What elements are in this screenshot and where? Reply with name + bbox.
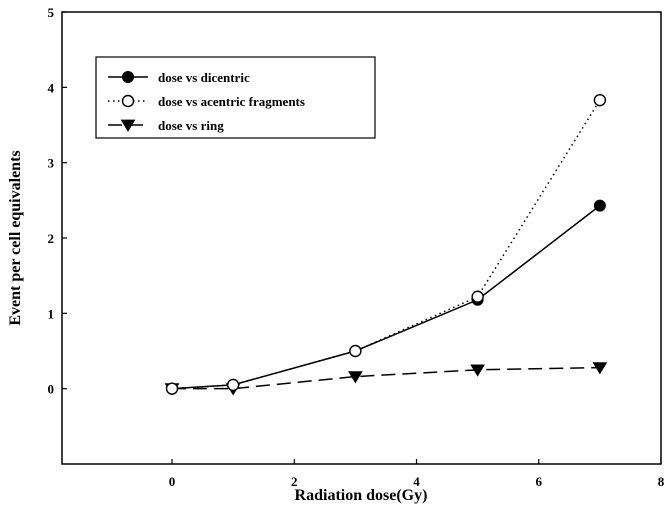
- x-axis-ticks: 0 2 4 6 8: [169, 459, 664, 489]
- y-tick-label: 5: [48, 5, 55, 20]
- data-point-series-3: [592, 362, 608, 375]
- y-tick-label: 4: [48, 80, 55, 95]
- legend-label-2: dose vs acentric fragments: [158, 94, 305, 109]
- data-point-series-1: [593, 199, 606, 212]
- legend-marker-3: [120, 119, 136, 132]
- series-line-1: [171, 205, 601, 390]
- y-tick-label: 2: [48, 231, 55, 246]
- y-tick-label: 1: [48, 306, 55, 321]
- series-layer: [164, 93, 608, 396]
- y-axis-ticks: 0 1 2 3 4 5: [48, 5, 67, 397]
- data-point-series-2: [593, 93, 607, 107]
- series-line-2: [171, 99, 601, 390]
- series-line-3: [172, 366, 600, 390]
- data-point-series-2: [349, 344, 362, 358]
- x-tick-label: 8: [658, 474, 664, 489]
- x-tick-label: 4: [413, 474, 420, 489]
- x-axis-title: Radiation dose(Gy): [295, 487, 428, 504]
- data-point-series-2: [471, 290, 484, 303]
- x-tick-label: 6: [536, 474, 543, 489]
- legend-marker-1: [122, 71, 134, 83]
- legend-label-3: dose vs ring: [158, 118, 224, 133]
- y-axis-title: Event per cell equivalents: [7, 150, 24, 325]
- legend-marker-2: [121, 94, 135, 108]
- data-point-series-3: [470, 364, 486, 377]
- y-tick-label: 3: [48, 156, 55, 171]
- data-point-series-3: [348, 371, 363, 384]
- data-point-series-2: [226, 378, 240, 392]
- data-point-series-2: [165, 382, 179, 395]
- legend: dose vs dicentric dose vs acentric fragme…: [95, 56, 376, 139]
- legend-label-1: dose vs dicentric: [158, 70, 250, 85]
- y-tick-label: 0: [48, 382, 55, 397]
- x-tick-label: 2: [291, 474, 298, 489]
- x-tick-label: 0: [169, 474, 176, 489]
